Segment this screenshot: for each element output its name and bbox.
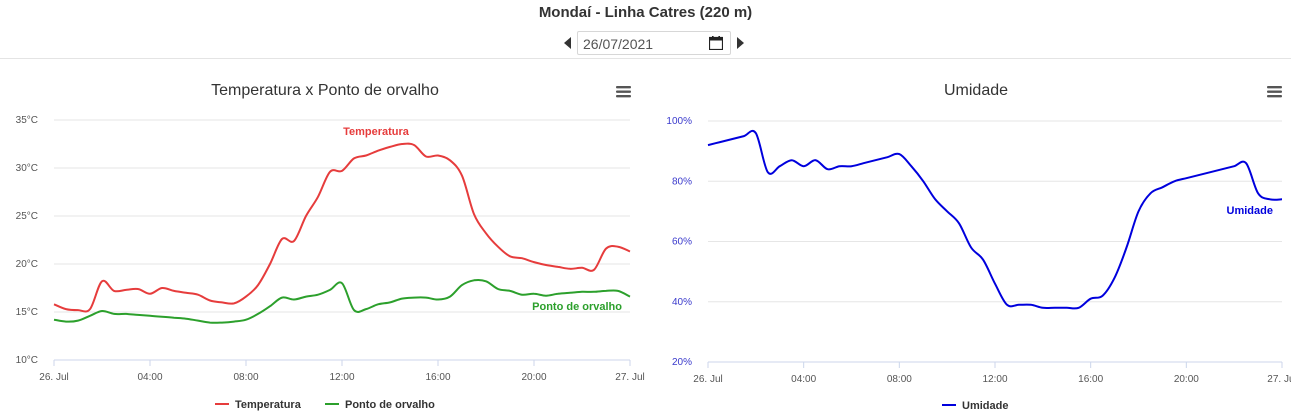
x-tick-label: 08:00 <box>887 374 912 385</box>
y-tick-label: 20°C <box>16 259 38 270</box>
x-tick-label: 12:00 <box>329 372 354 383</box>
y-tick-label: 20% <box>672 357 692 368</box>
legend-item[interactable]: Umidade <box>942 400 1008 412</box>
date-value: 26/07/2021 <box>583 36 654 52</box>
previous-day-button[interactable] <box>561 33 575 53</box>
legend-label: Umidade <box>962 400 1008 412</box>
date-navigator: 26/07/2021 <box>561 30 747 56</box>
x-tick-label: 26. Jul <box>693 374 722 385</box>
x-tick-label: 20:00 <box>521 372 546 383</box>
y-tick-label: 10°C <box>16 355 38 366</box>
hamburger-menu-icon[interactable] <box>616 86 631 98</box>
y-tick-label: 80% <box>672 176 692 187</box>
page-header: Mondaí - Linha Catres (220 m) 26/07/2021 <box>0 0 1291 59</box>
legend-item[interactable]: Temperatura <box>215 399 302 411</box>
y-tick-label: 60% <box>672 237 692 248</box>
y-tick-label: 30°C <box>16 163 38 174</box>
menu-bar <box>616 95 631 98</box>
calendar-icon[interactable] <box>709 36 723 50</box>
y-tick-label: 25°C <box>16 211 38 222</box>
caret-right-icon <box>737 37 744 49</box>
menu-bar <box>616 90 631 93</box>
humidity-chart: Umidade 20% 40% 60% 80% 100% 26. Jul 04:00 08:00… <box>666 82 1291 412</box>
x-tick-label: 08:00 <box>233 372 258 383</box>
series-line-umidade <box>707 129 1283 310</box>
next-day-button[interactable] <box>733 33 747 53</box>
chart-title: Umidade <box>944 82 1008 99</box>
x-tick-label: 27. Jul <box>615 372 644 383</box>
menu-bar <box>616 86 631 89</box>
hamburger-menu-icon[interactable] <box>1267 86 1282 98</box>
series-line-temperatura <box>53 142 631 313</box>
x-tick-label: 20:00 <box>1174 374 1199 385</box>
y-tick-label: 35°C <box>16 115 38 126</box>
x-tick-label: 26. Jul <box>39 372 68 383</box>
menu-bar <box>1267 90 1282 93</box>
y-tick-label: 100% <box>666 116 692 127</box>
station-title: Mondaí - Linha Catres (220 m) <box>538 4 753 21</box>
series-line-ponto-de-orvalho <box>53 278 631 324</box>
series-data-label: Ponto de orvalho <box>532 301 622 313</box>
x-tick-label: 12:00 <box>982 374 1007 385</box>
date-input[interactable]: 26/07/2021 <box>577 31 731 55</box>
series-data-label: Temperatura <box>343 126 410 138</box>
y-tick-label: 40% <box>672 297 692 308</box>
chart-title: Temperatura x Ponto de orvalho <box>211 82 439 99</box>
y-tick-label: 15°C <box>16 307 38 318</box>
legend-label: Ponto de orvalho <box>345 399 435 411</box>
x-tick-label: 16:00 <box>425 372 450 383</box>
x-tick-label: 16:00 <box>1078 374 1103 385</box>
x-tick-label: 04:00 <box>791 374 816 385</box>
x-tick-label: 04:00 <box>137 372 162 383</box>
series-data-label: Umidade <box>1227 205 1273 217</box>
caret-left-icon <box>564 37 571 49</box>
legend-item[interactable]: Ponto de orvalho <box>325 399 435 411</box>
legend-label: Temperatura <box>235 399 302 411</box>
x-tick-label: 27. Jul <box>1267 374 1291 385</box>
menu-bar <box>1267 95 1282 98</box>
temperature-dewpoint-chart: Temperatura x Ponto de orvalho 10°C 15°C 20… <box>16 82 645 411</box>
menu-bar <box>1267 86 1282 89</box>
